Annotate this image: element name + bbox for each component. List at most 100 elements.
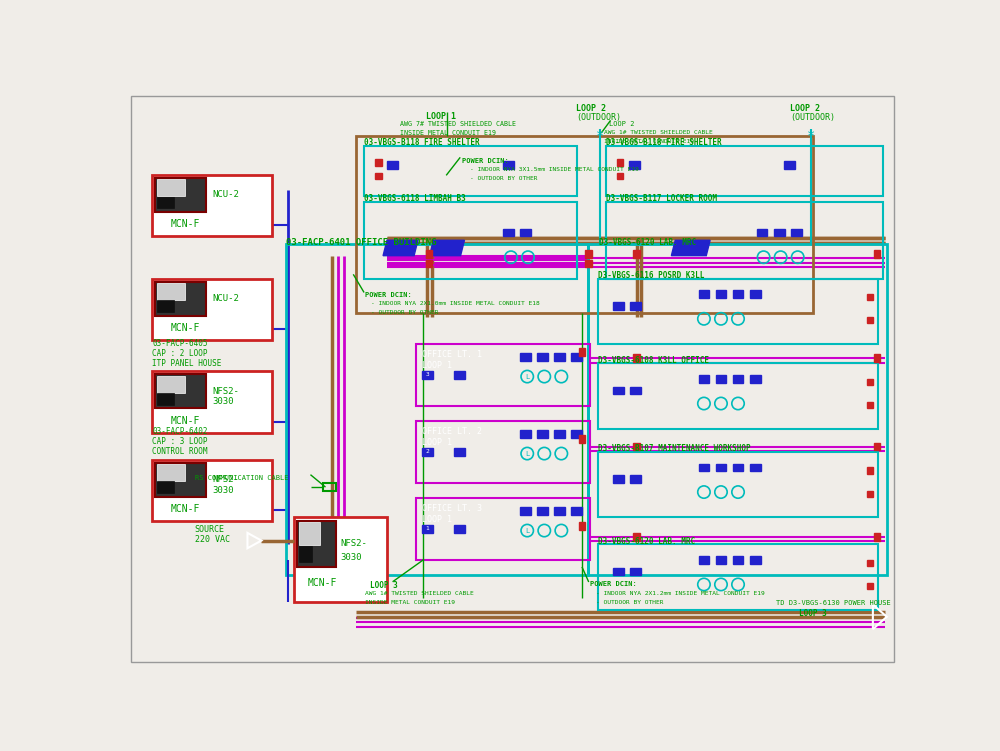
Text: D3-VBGS-6108 K3LL OFFICE: D3-VBGS-6108 K3LL OFFICE [598,356,709,365]
Bar [294,517,387,602]
Polygon shape [430,240,464,255]
Bar [299,522,320,545]
Bar [157,376,185,393]
Bar [155,374,206,408]
Bar [579,348,585,356]
Text: 3: 3 [425,372,429,377]
Bar [867,317,873,324]
Bar [867,467,873,474]
Bar [733,375,743,383]
Bar [157,179,185,196]
Bar [588,244,887,575]
Bar [537,430,548,438]
Text: 03-VBGS-6118 LIMBAH B3: 03-VBGS-6118 LIMBAH B3 [364,194,465,203]
Bar [387,161,398,169]
Text: D3-VBGS-B107 MAINTENANCE WORKSHOP: D3-VBGS-B107 MAINTENANCE WORKSHOP [598,445,750,454]
Text: L: L [525,374,529,380]
Text: AWG 7# TWISTED SHIELDED CABLE: AWG 7# TWISTED SHIELDED CABLE [400,121,516,127]
Bar [598,363,878,429]
Bar [155,178,206,212]
Bar [364,146,577,195]
Text: - OUTDOOR BY OTHER: - OUTDOOR BY OTHER [470,176,537,181]
Bar [613,475,624,483]
Text: LOOP 1: LOOP 1 [422,438,452,447]
Text: AWG 1# TWISTED SHIELDED CABLE: AWG 1# TWISTED SHIELDED CABLE [604,130,713,135]
Text: LOOP 2: LOOP 2 [790,104,820,113]
Polygon shape [383,240,418,255]
Bar [157,300,174,312]
Bar [750,556,761,564]
Bar [698,463,709,472]
Bar [299,546,312,562]
Text: 2: 2 [425,449,429,454]
Text: MCN-F: MCN-F [170,415,200,426]
Text: NFS2-: NFS2- [212,475,239,484]
Text: RS COMMUNICATION CABLE: RS COMMUNICATION CABLE [195,475,288,481]
Bar [750,463,761,472]
Bar [375,159,382,165]
Bar [874,354,880,362]
Text: - OUTDOOR BY OTHER: - OUTDOOR BY OTHER [596,600,664,605]
Bar [537,354,548,361]
Text: 3030: 3030 [212,486,234,495]
Text: D3-VBGS-B117 LOCKER ROOM: D3-VBGS-B117 LOCKER ROOM [606,194,716,203]
Bar [416,421,590,483]
Bar [598,279,878,344]
Bar [152,371,272,433]
Bar [364,202,577,279]
Text: 3030: 3030 [212,397,234,406]
Bar [874,250,880,258]
Text: CAP : 3 LOOP: CAP : 3 LOOP [152,437,208,446]
Bar [155,282,206,315]
Bar [867,490,873,496]
Bar [585,260,592,267]
Text: (OUTDOOR): (OUTDOOR) [790,113,835,122]
Text: LOOP 1: LOOP 1 [426,112,456,121]
Text: MCN-F: MCN-F [170,504,200,514]
Bar [571,508,582,515]
Text: NCU-2: NCU-2 [212,190,239,199]
Text: MCN-F: MCN-F [170,219,200,229]
Bar [356,137,813,313]
Bar [157,464,185,481]
Bar [152,460,272,521]
Bar [554,354,565,361]
Text: OFFICE LT. 2: OFFICE LT. 2 [422,427,482,436]
Text: - OUTDOOR BY OTHER: - OUTDOOR BY OTHER [371,310,439,315]
Text: NFS2-: NFS2- [212,387,239,396]
Bar [874,533,880,541]
Text: AWG 1# TWISTED SHIELDED CABLE: AWG 1# TWISTED SHIELDED CABLE [365,590,474,596]
Text: LOOP 1: LOOP 1 [422,515,452,524]
Text: - INDOOR NYA 2X1.2mm INSIDE METAL CONDUIT E19: - INDOOR NYA 2X1.2mm INSIDE METAL CONDUI… [596,590,765,596]
Text: 03-FACP-6401 OFFICE BUILDING: 03-FACP-6401 OFFICE BUILDING [286,238,437,247]
Bar [554,430,565,438]
Bar [613,568,624,575]
Text: D3-VBGS-B118 FIRE SHELTER: D3-VBGS-B118 FIRE SHELTER [606,138,721,147]
Bar [630,302,641,309]
Bar [633,250,640,258]
Text: OFFICE LT. 1: OFFICE LT. 1 [422,351,482,360]
Text: 03-FACP-6402: 03-FACP-6402 [152,427,208,436]
Text: 03-FACP-6405: 03-FACP-6405 [152,339,208,348]
Text: D3-VBGS-6120 LAB. MRC: D3-VBGS-6120 LAB. MRC [599,238,696,247]
Bar [633,533,640,541]
Bar [867,583,873,589]
Text: 3030: 3030 [340,553,362,562]
Bar [416,498,590,559]
Bar [716,291,726,298]
Bar [155,463,206,496]
Text: NCU-2: NCU-2 [212,294,239,303]
Bar [617,173,623,179]
Bar [571,430,582,438]
Text: POWER DCIN:: POWER DCIN: [590,581,637,587]
Bar [716,375,726,383]
Bar [579,522,585,529]
Bar [520,508,531,515]
Bar [422,371,433,379]
Bar [503,161,514,169]
Text: INSIDE METAL CONDUIT E19: INSIDE METAL CONDUIT E19 [400,130,496,136]
Text: 1: 1 [425,526,429,531]
Bar [537,508,548,515]
Bar [157,283,185,300]
Bar [867,379,873,385]
